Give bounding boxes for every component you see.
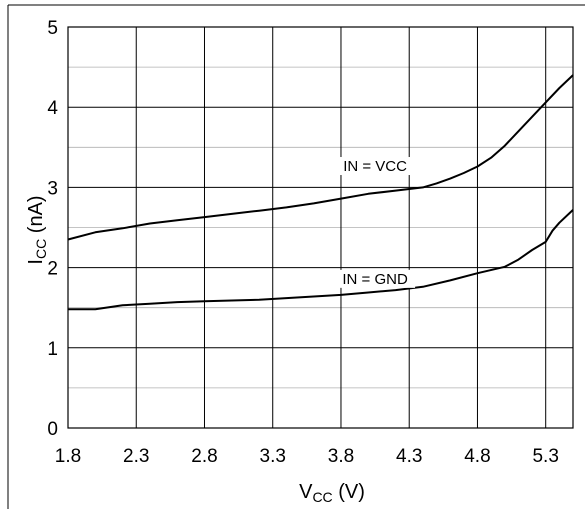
x-tick-label: 4.3 bbox=[396, 446, 422, 467]
y-axis-title: ICC (nA) bbox=[25, 195, 49, 264]
y-tick-label: 4 bbox=[47, 98, 58, 119]
grid bbox=[68, 27, 573, 428]
y-tick-label: 5 bbox=[47, 18, 58, 39]
x-tick-label: 1.8 bbox=[55, 446, 81, 467]
y-tick-label: 3 bbox=[47, 178, 58, 199]
x-axis-title: VCC (V) bbox=[299, 481, 365, 505]
x-tick-label: 2.3 bbox=[123, 446, 149, 467]
series-annotation-1: IN = GND bbox=[342, 271, 408, 288]
x-tick-label: 5.3 bbox=[532, 446, 558, 467]
series-line-0 bbox=[68, 75, 573, 239]
y-tick-label: 2 bbox=[47, 259, 58, 280]
series-annotation-0: IN = VCC bbox=[343, 158, 407, 175]
y-axis-title-sub: CC bbox=[33, 239, 49, 259]
y-tick-label: 1 bbox=[47, 339, 58, 360]
x-axis-title-sub: CC bbox=[312, 489, 332, 505]
x-axis-title-main: V bbox=[299, 481, 313, 503]
x-tick-label: 4.8 bbox=[464, 446, 490, 467]
figure-frame bbox=[8, 5, 585, 509]
annotation-layer: IN = VCC IN = GND bbox=[335, 157, 415, 288]
x-axis-title-unit: (V) bbox=[333, 481, 365, 503]
tick-layer: 1.8 2.3 2.8 3.3 3.8 4.3 4.8 5.3 0 1 2 3 4 5 bbox=[47, 18, 558, 467]
y-tick-label: 0 bbox=[47, 419, 58, 440]
series-layer bbox=[68, 75, 573, 309]
x-tick-label: 3.8 bbox=[328, 446, 354, 467]
y-axis-title-unit: (nA) bbox=[25, 195, 47, 238]
x-tick-label: 2.8 bbox=[191, 446, 217, 467]
x-tick-label: 3.3 bbox=[260, 446, 286, 467]
